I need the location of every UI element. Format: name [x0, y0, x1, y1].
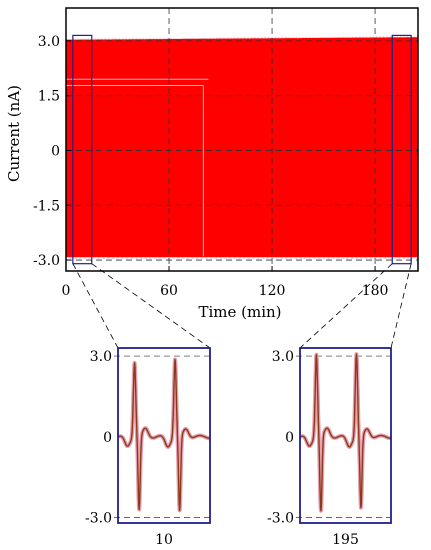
y-tick-label: -3.0	[33, 253, 60, 269]
x-axis-label: Time (min)	[198, 303, 281, 321]
y-tick-label: 1.5	[38, 89, 60, 105]
main-plot: 0 60 120 180 3.0 1.5 0 -1.5 -3.0 Time (min) Curren…	[5, 7, 419, 321]
zoom-connectors	[72, 263, 412, 349]
zoom-window-2	[391, 34, 412, 265]
inset-frame	[117, 347, 211, 524]
plot-frame	[65, 7, 419, 272]
y-axis-label: Current (nA)	[5, 85, 23, 182]
y-tick-label: -1.5	[33, 198, 60, 214]
inset-y-tick-label: -3.0	[267, 511, 294, 527]
x-tick-label: 120	[259, 283, 286, 299]
x-tick-label: 60	[160, 283, 178, 299]
signal-band	[66, 37, 418, 258]
x-tick-label: 180	[362, 283, 389, 299]
inset-x-tick-label: 10	[155, 532, 173, 548]
inset-y-tick-label: 0	[103, 430, 112, 446]
inset-trace	[117, 358, 211, 512]
inset-plot-left: 3.0 0 -3.0 10	[85, 347, 212, 548]
inset-y-tick-label: 0	[285, 430, 294, 446]
inset-x-tick-label: 195	[332, 532, 359, 548]
zoom-window-1	[72, 34, 93, 265]
zoom-connector-line	[72, 263, 119, 349]
inset-trace	[299, 353, 392, 512]
inset-frame	[299, 347, 392, 524]
inset-y-tick-label: -3.0	[85, 511, 112, 527]
x-tick-label: 0	[62, 283, 71, 299]
y-tick-label: 3.0	[38, 34, 60, 50]
zoom-connector-line	[299, 263, 393, 349]
inset-plot-right: 3.0 0 -3.0 195	[267, 347, 393, 548]
inset-y-tick-label: 3.0	[272, 349, 294, 365]
y-tick-label: 0	[51, 143, 60, 159]
zoom-connector-line	[390, 263, 412, 349]
inset-y-tick-label: 3.0	[90, 349, 112, 365]
zoom-connector-line	[91, 263, 211, 349]
